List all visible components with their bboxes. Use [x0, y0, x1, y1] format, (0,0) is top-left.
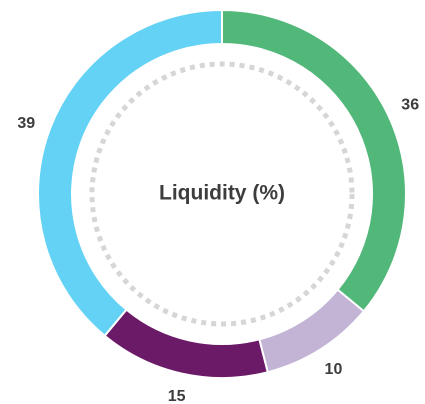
- value-label: 39: [17, 115, 35, 132]
- inner-dotted-ring: [89, 61, 355, 327]
- donut-segment: [37, 8, 223, 338]
- chart-title: Liquidity (%): [159, 182, 285, 205]
- value-label: 10: [325, 361, 343, 378]
- value-label: 36: [401, 97, 419, 114]
- value-label: 15: [168, 388, 186, 404]
- donut-segment: [258, 288, 366, 374]
- donut-segment: [221, 8, 407, 313]
